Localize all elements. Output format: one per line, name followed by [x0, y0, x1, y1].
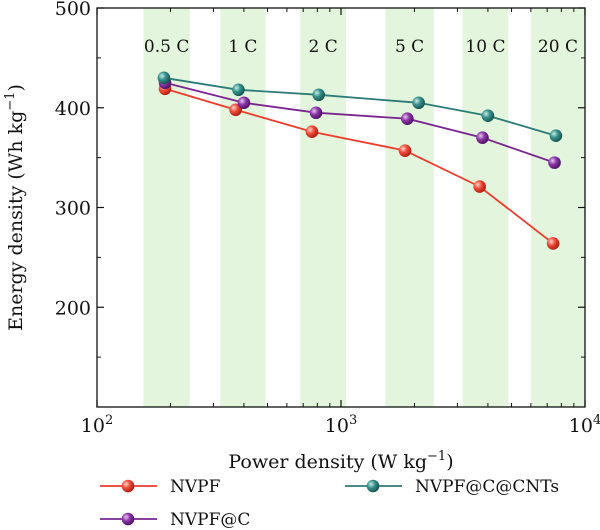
- rate-band-2: [300, 8, 347, 407]
- rate-band-label: 1 C: [228, 37, 257, 57]
- x-tick-label: 103: [325, 413, 357, 437]
- rate-band-5: [530, 8, 585, 407]
- rate-band-label: 5 C: [395, 37, 424, 57]
- data-point: [476, 131, 489, 144]
- x-axis-title: Power density (W kg−1): [228, 449, 453, 473]
- y-tick-label: 400: [55, 98, 91, 120]
- data-point: [548, 156, 561, 169]
- rate-band-label: 0.5 C: [144, 37, 189, 57]
- data-point: [157, 71, 171, 85]
- rate-band-1: [220, 8, 266, 407]
- x-tick-label: 104: [569, 413, 600, 437]
- data-point: [481, 109, 495, 123]
- data-point: [237, 96, 251, 110]
- legend: NVPF NVPF@C NVPF@C@CNTs: [100, 477, 559, 530]
- legend-marker: [121, 479, 135, 493]
- rate-band-0: [143, 8, 190, 407]
- rate-band-3: [385, 8, 434, 407]
- data-point: [473, 180, 486, 193]
- legend-marker: [121, 512, 135, 526]
- x-tick-label: 102: [81, 413, 113, 437]
- y-tick-label: 200: [55, 297, 91, 319]
- axes: 102 103 104 200 300 400 500 Power density (W kg…: [3, 0, 600, 473]
- legend-marker: [366, 479, 380, 493]
- data-point: [401, 112, 414, 126]
- data-point: [546, 237, 560, 250]
- rate-band-labels: 0.5 C 1 C 2 C 5 C 10 C 20 C: [144, 37, 578, 57]
- rate-bands: [143, 8, 585, 407]
- legend-label: NVPF@C: [170, 510, 250, 530]
- data-point: [229, 103, 242, 117]
- data-point: [232, 83, 245, 97]
- y-tick-label: 500: [55, 0, 91, 20]
- legend-label: NVPF: [170, 477, 221, 497]
- data-point: [312, 88, 325, 102]
- rate-band-label: 2 C: [309, 37, 338, 57]
- data-point: [549, 129, 563, 142]
- series-line-1: [164, 81, 555, 164]
- data-point: [398, 144, 412, 157]
- rate-band-label: 10 C: [465, 37, 505, 57]
- y-tick-label: 300: [55, 198, 91, 220]
- data-point: [309, 106, 323, 120]
- data-point: [412, 96, 425, 110]
- legend-label: NVPF@C@CNTs: [415, 477, 559, 497]
- series-line-2: [163, 76, 557, 137]
- y-axis-title: Energy density (Wh kg−1): [3, 84, 27, 331]
- rate-band-label: 20 C: [538, 37, 578, 57]
- data-point: [305, 125, 319, 138]
- series-line-0: [164, 87, 554, 245]
- data-series: [157, 71, 563, 250]
- rate-band-4: [462, 8, 509, 407]
